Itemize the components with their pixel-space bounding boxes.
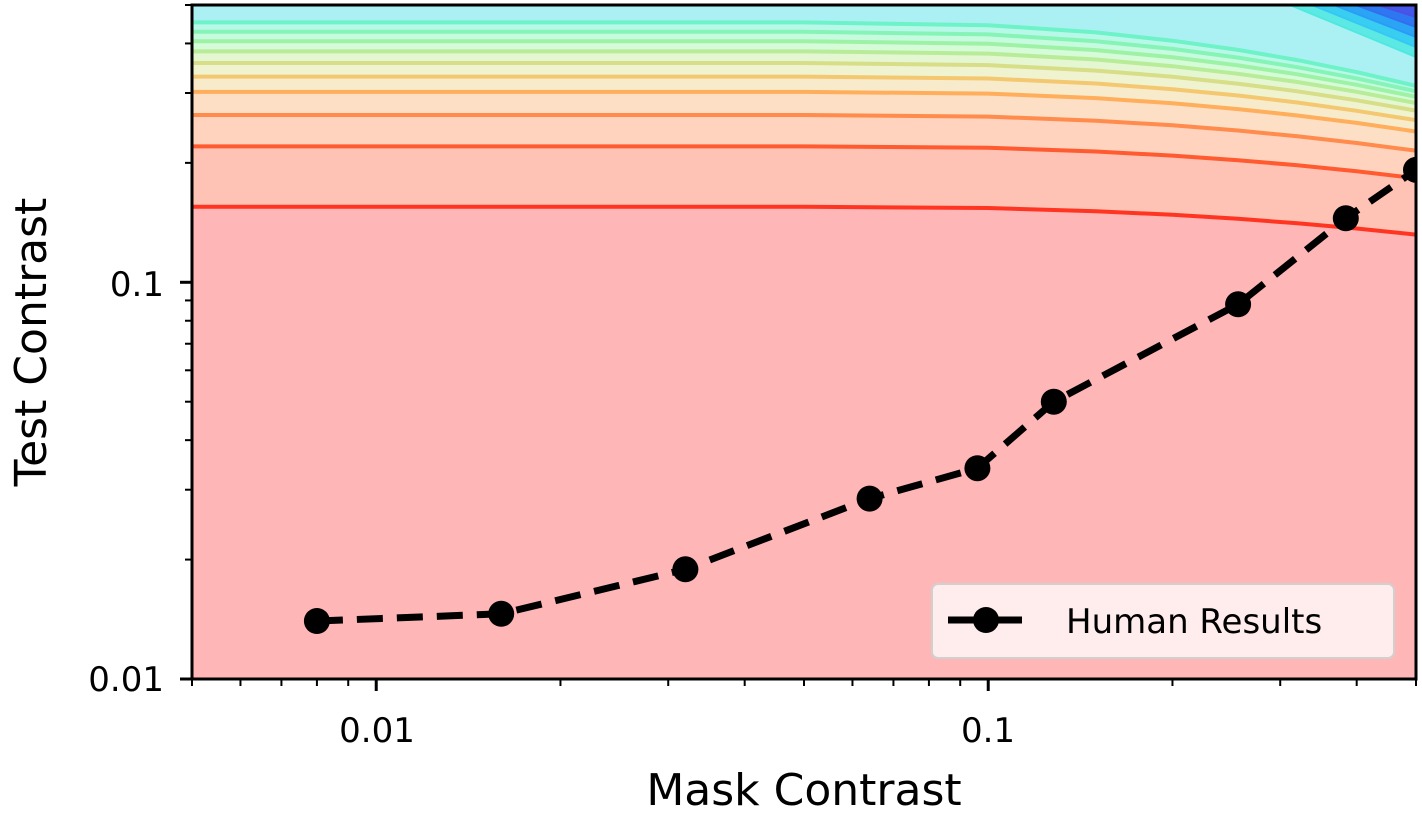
x-axis-label: Mask Contrast — [646, 765, 961, 816]
contour-band-9 — [192, 5, 1416, 86]
data-point-4 — [964, 455, 991, 482]
legend-box — [931, 583, 1395, 659]
contour-band-1 — [192, 115, 1416, 179]
legend: Human Results — [931, 583, 1395, 659]
contour-line-7 — [192, 39, 1416, 99]
data-point-1 — [488, 600, 515, 627]
data-point-3 — [856, 485, 883, 512]
contour-band-7 — [192, 31, 1416, 97]
data-point-5 — [1040, 388, 1067, 415]
contour-line-9 — [192, 20, 1416, 88]
contour-line-2 — [192, 113, 1416, 153]
x-tick-label-0: 0.01 — [339, 711, 415, 751]
y-tick-label-1: 0.1 — [110, 265, 164, 305]
data-point-8 — [1403, 156, 1416, 183]
y-axis-label: Test Contrast — [6, 198, 57, 488]
contour-line-1 — [192, 144, 1416, 181]
contour-band-8 — [192, 22, 1416, 92]
contour-band-2 — [192, 91, 1416, 151]
contour-background — [192, 5, 1416, 679]
contour-corner-4 — [1377, 5, 1416, 19]
contour-line-6 — [192, 49, 1416, 105]
series-layer — [303, 156, 1416, 634]
y-tick-label-0: 0.01 — [88, 660, 164, 700]
contour-line-3 — [192, 89, 1416, 134]
contour-band-6 — [192, 41, 1416, 103]
contour-line-8 — [192, 29, 1416, 94]
contour-band-0 — [192, 146, 1416, 235]
data-point-2 — [672, 556, 699, 583]
x-tick-label-1: 0.1 — [961, 711, 1015, 751]
contour-band-5 — [192, 51, 1416, 111]
data-point-7 — [1332, 205, 1359, 232]
legend-marker — [973, 607, 999, 633]
legend-label: Human Results — [1066, 602, 1322, 642]
contour-band-4 — [192, 63, 1416, 121]
contour-line-4 — [192, 74, 1416, 123]
data-point-0 — [303, 608, 330, 634]
contour-line-5 — [192, 61, 1416, 113]
data-point-6 — [1225, 291, 1252, 318]
ticks — [180, 4, 1417, 691]
